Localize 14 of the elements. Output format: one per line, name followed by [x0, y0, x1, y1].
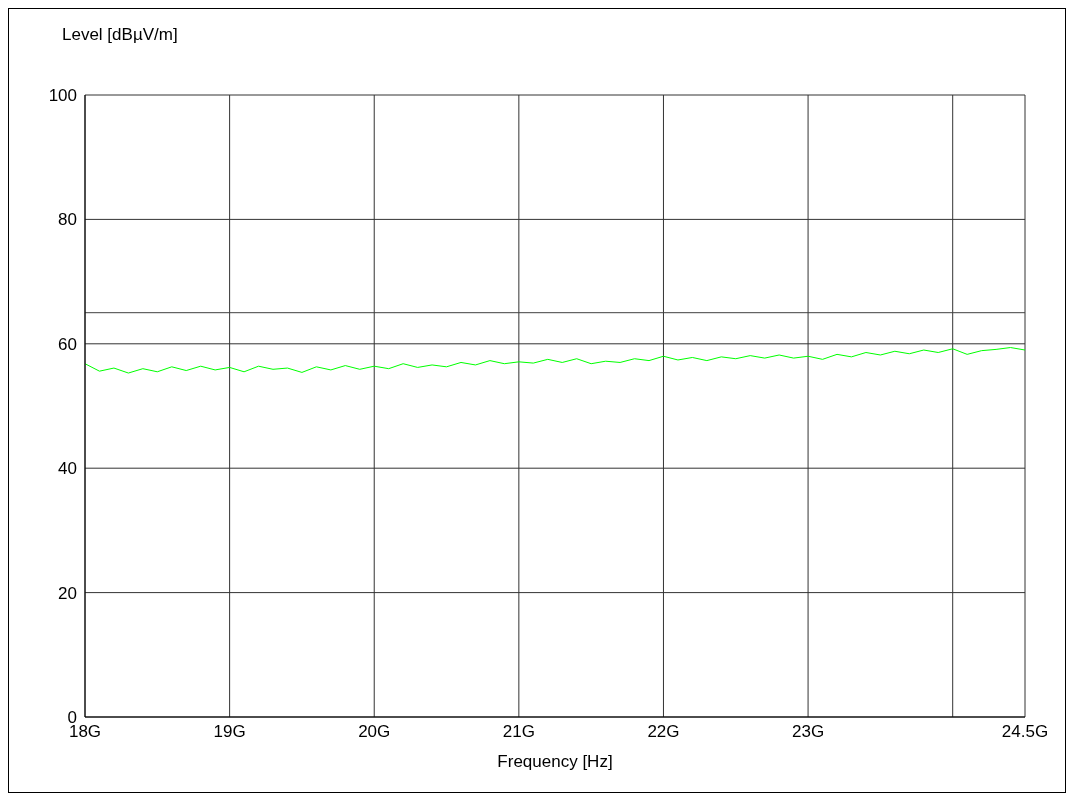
x-tick-label: 24.5G [1001, 722, 1049, 742]
x-tick-label: 21G [502, 722, 535, 742]
y-tick-label: 20 [58, 583, 77, 603]
y-tick-label: 100 [48, 86, 77, 106]
x-axis-title: Frequency [Hz] [497, 752, 613, 771]
y-tick-label: 80 [58, 210, 77, 230]
x-tick-label: 23G [792, 722, 825, 742]
x-tick-label: 20G [358, 722, 391, 742]
x-tick-label: 22G [647, 722, 680, 742]
y-tick-label: 40 [58, 459, 77, 479]
y-axis-title: Level [dBµV/m] [62, 25, 178, 45]
x-tick-label: 19G [213, 722, 246, 742]
y-tick-label: 60 [58, 334, 77, 354]
line-series [85, 347, 1025, 374]
